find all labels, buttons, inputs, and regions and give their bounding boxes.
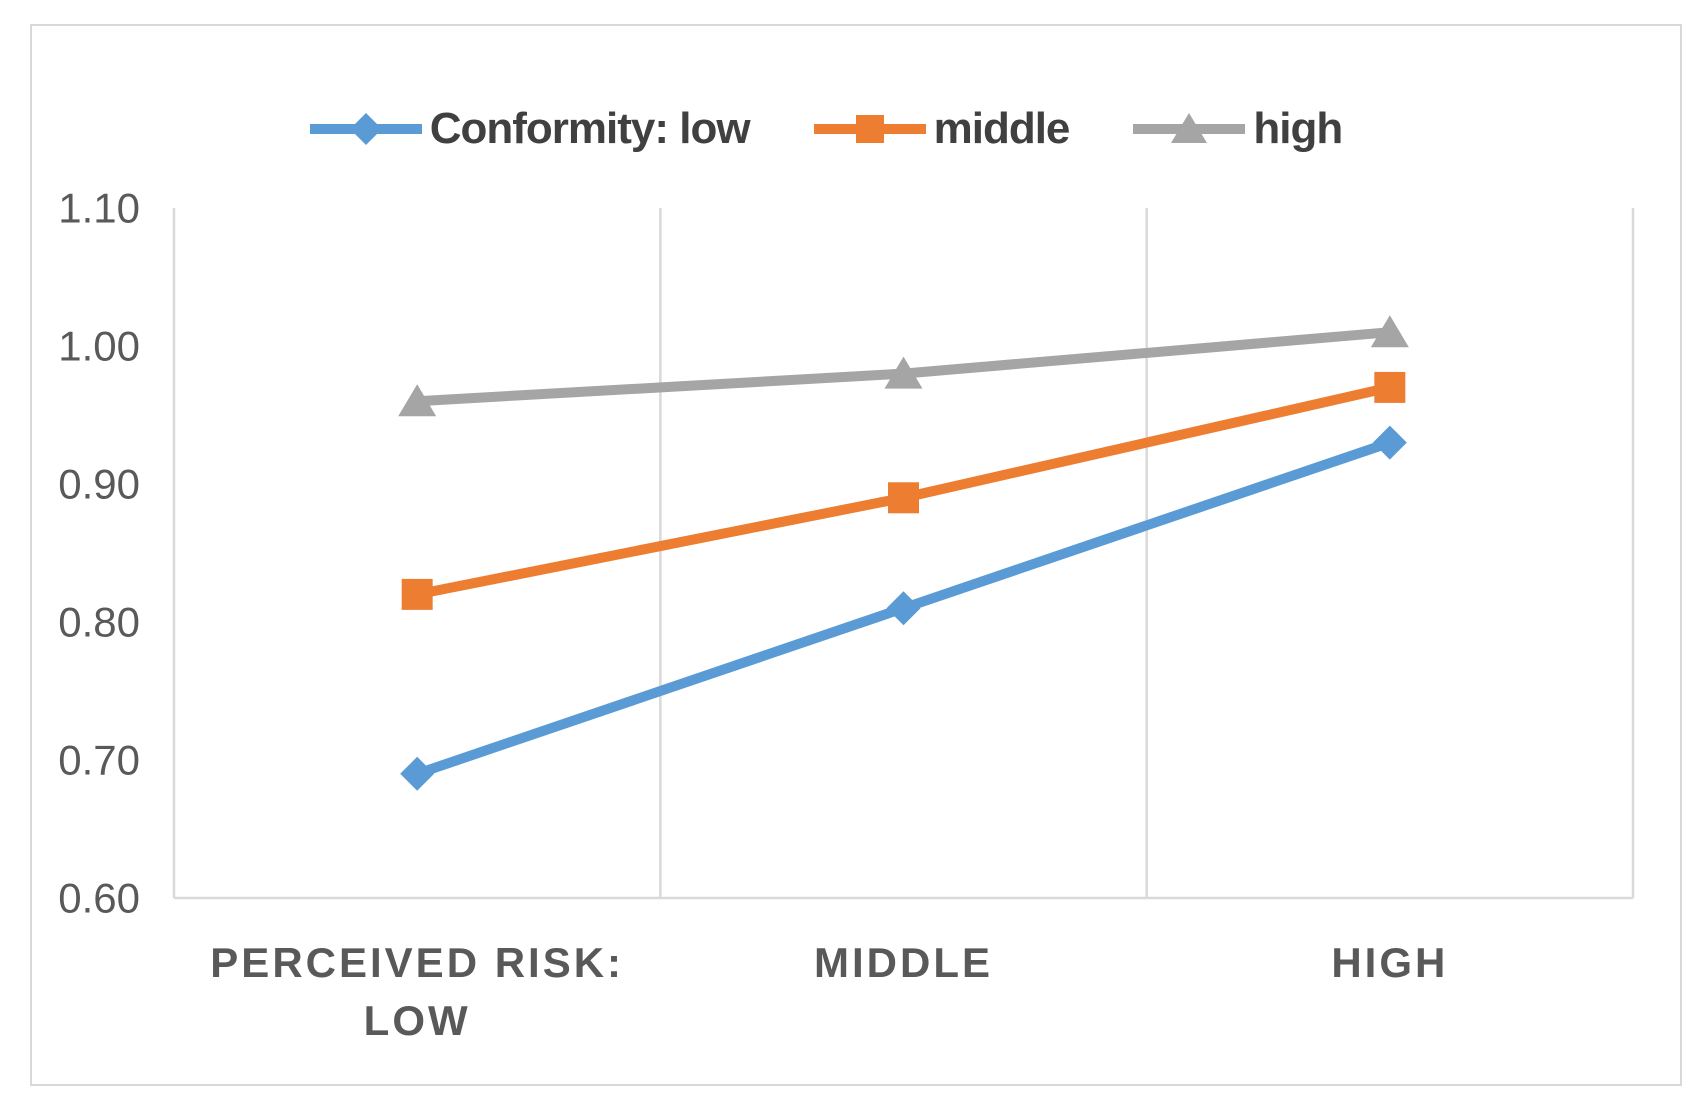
category-label: LOW <box>364 997 471 1044</box>
y-tick-label: 0.80 <box>58 599 140 646</box>
y-tick-label: 0.90 <box>58 461 140 508</box>
series-marker-diamond <box>1372 425 1407 460</box>
chart-frame: Conformity: low middle high <box>30 24 1682 1086</box>
diamond-legend-icon <box>309 113 422 145</box>
y-tick-label: 1.10 <box>58 185 140 232</box>
category-label: PERCEIVED RISK: <box>210 939 624 986</box>
y-tick-label: 0.60 <box>58 875 140 922</box>
series-marker-square <box>1374 371 1406 403</box>
series-marker-square <box>888 482 919 514</box>
series-marker-triangle <box>884 356 923 389</box>
series-marker-diamond <box>886 591 921 626</box>
legend-label: high <box>1253 104 1343 153</box>
legend-item-middle: middle <box>813 104 1071 153</box>
y-tick-label: 0.70 <box>58 737 140 784</box>
series-marker-triangle <box>1370 315 1409 348</box>
legend-item-low: Conformity: low <box>309 104 751 153</box>
legend-label: middle <box>933 104 1071 153</box>
series-marker-diamond <box>400 756 435 791</box>
series-marker-triangle <box>398 384 437 417</box>
triangle-legend-icon <box>1133 113 1246 143</box>
square-legend-icon <box>813 115 926 143</box>
legend-label: Conformity: low <box>429 104 751 153</box>
category-label: MIDDLE <box>814 939 993 986</box>
series-marker-square <box>401 578 433 610</box>
category-label: HIGH <box>1331 939 1448 986</box>
y-tick-label: 1.00 <box>58 323 140 370</box>
legend-item-high: high <box>1133 104 1343 153</box>
legend: Conformity: low middle high <box>32 102 1620 156</box>
